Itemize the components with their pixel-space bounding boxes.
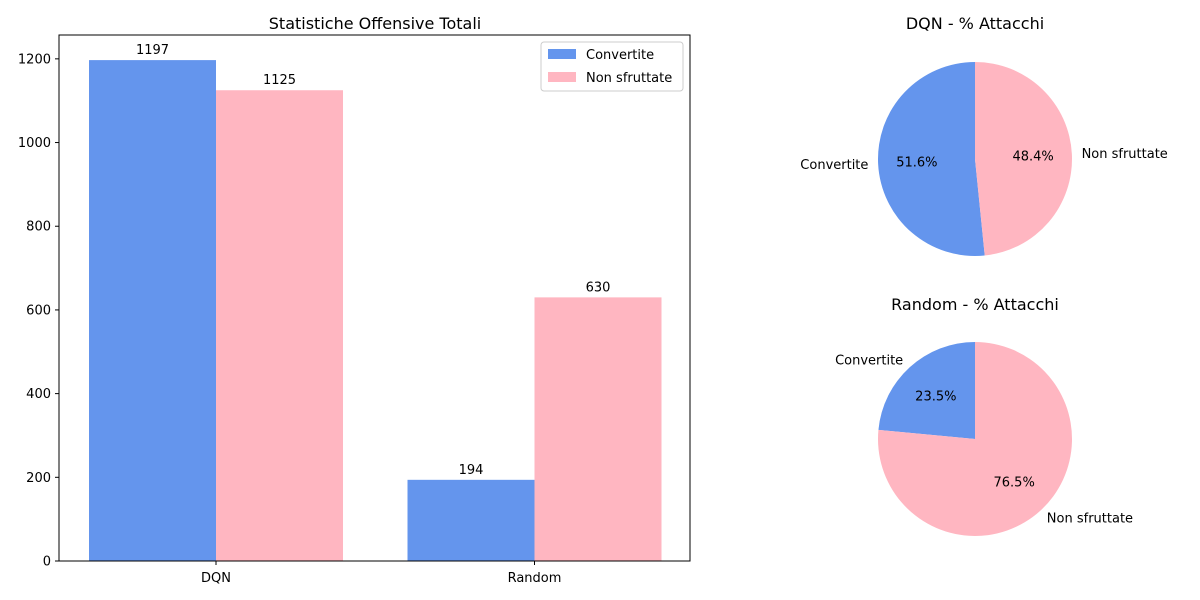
pie-random-labels: 23.5% Convertite 76.5% Non sfruttate bbox=[835, 354, 1133, 527]
x-tick-label-random: Random bbox=[508, 571, 562, 586]
pie-random-slices bbox=[877, 342, 1072, 536]
x-tick-label-dqn: DQN bbox=[201, 571, 231, 586]
bar-value-label: 1197 bbox=[136, 43, 169, 58]
legend: Convertite Non sfruttate bbox=[540, 41, 684, 92]
bar-dqn-convertite bbox=[89, 60, 216, 562]
bar-random-non-sfruttate bbox=[534, 297, 662, 561]
bar-value-label: 194 bbox=[459, 463, 484, 478]
bar-random-convertite bbox=[407, 479, 535, 561]
pie-dqn-category-label: Convertite bbox=[800, 158, 868, 173]
y-tick-label: 1200 bbox=[18, 52, 51, 67]
pie-random-pct-label: 76.5% bbox=[994, 476, 1035, 491]
legend-swatch-convertite bbox=[548, 49, 576, 59]
pie-dqn-category-label: Non sfruttate bbox=[1082, 147, 1168, 162]
pie-random-category-label: Non sfruttate bbox=[1047, 511, 1133, 526]
pie-chart-random: Random - % Attacchi 23.5% Convertite 76.5%… bbox=[835, 295, 1133, 536]
y-tick-label: 200 bbox=[26, 471, 51, 486]
pie-random-category-label: Convertite bbox=[835, 354, 903, 369]
bar-value-label: 1125 bbox=[263, 73, 296, 88]
y-tick-label: 800 bbox=[26, 220, 51, 235]
pie-random-pct-label: 23.5% bbox=[915, 389, 956, 404]
plot-frame bbox=[58, 34, 691, 562]
bar-dqn-non-sfruttate bbox=[216, 90, 343, 562]
y-tick-label: 0 bbox=[43, 555, 51, 570]
y-tick-label: 1000 bbox=[18, 136, 51, 151]
legend-label-convertite: Convertite bbox=[586, 48, 654, 63]
legend-box bbox=[540, 41, 684, 92]
pie-random-slice-convertite bbox=[878, 342, 975, 439]
pie-dqn-slice-convertite bbox=[877, 62, 985, 256]
pie-dqn-labels: 51.6% Convertite 48.4% Non sfruttate bbox=[800, 147, 1168, 173]
pie-chart-dqn: DQN - % Attacchi 51.6% Convertite 48.4% Non… bbox=[800, 14, 1168, 256]
pie-dqn-slices bbox=[877, 62, 1072, 256]
bar-chart-title: Statistiche Offensive Totali bbox=[269, 14, 481, 33]
bar-group bbox=[89, 60, 662, 562]
bar-chart: Statistiche Offensive Totali 1197 194 1125… bbox=[18, 14, 691, 586]
legend-label-non-sfruttate: Non sfruttate bbox=[586, 71, 672, 86]
bar-value-label: 630 bbox=[586, 280, 611, 295]
pie-dqn-title: DQN - % Attacchi bbox=[906, 14, 1044, 33]
pie-random-slice-non-sfruttate bbox=[877, 342, 1072, 536]
pie-dqn-pct-label: 51.6% bbox=[896, 155, 937, 170]
x-axis: DQN Random bbox=[201, 561, 561, 586]
pie-dqn-pct-label: 48.4% bbox=[1012, 150, 1053, 165]
pie-random-title: Random - % Attacchi bbox=[891, 295, 1059, 314]
y-tick-label: 400 bbox=[26, 387, 51, 402]
y-tick-label: 600 bbox=[26, 303, 51, 318]
legend-swatch-non-sfruttate bbox=[548, 72, 576, 82]
pie-dqn-slice-non-sfruttate bbox=[975, 62, 1072, 256]
y-axis: 0 200 400 600 800 1000 1200 bbox=[18, 52, 59, 570]
data-labels: 1197 194 1125 630 bbox=[136, 43, 610, 478]
